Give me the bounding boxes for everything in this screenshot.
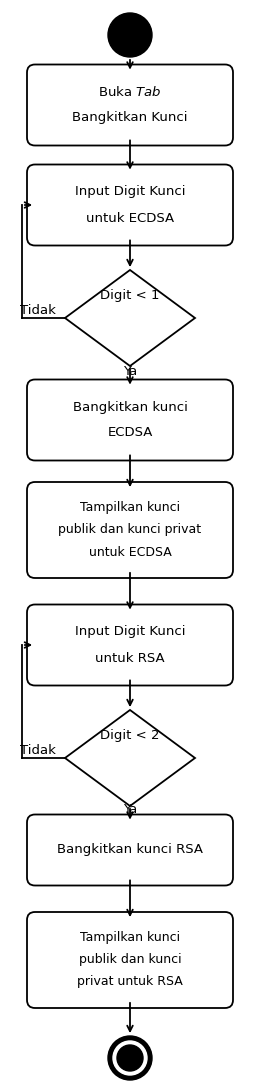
Text: Bangkitkan kunci RSA: Bangkitkan kunci RSA — [57, 844, 203, 857]
FancyBboxPatch shape — [27, 912, 233, 1008]
Text: Bangkitkan Kunci: Bangkitkan Kunci — [72, 111, 188, 124]
FancyBboxPatch shape — [27, 814, 233, 885]
FancyBboxPatch shape — [27, 482, 233, 578]
Polygon shape — [65, 270, 195, 366]
Circle shape — [108, 13, 152, 57]
Text: publik dan kunci privat: publik dan kunci privat — [58, 523, 202, 536]
Text: Digit < 2: Digit < 2 — [100, 728, 160, 741]
Text: Bangkitkan kunci: Bangkitkan kunci — [73, 400, 187, 413]
Text: Input Digit Kunci: Input Digit Kunci — [75, 185, 185, 198]
Circle shape — [108, 1036, 152, 1080]
Polygon shape — [65, 710, 195, 806]
FancyBboxPatch shape — [27, 64, 233, 145]
Text: Ya: Ya — [123, 802, 137, 815]
Circle shape — [117, 1045, 143, 1071]
Text: Tidak: Tidak — [20, 743, 56, 756]
Text: privat untuk RSA: privat untuk RSA — [77, 976, 183, 989]
Text: Ya: Ya — [123, 365, 137, 378]
Text: Buka $\it{Tab}$: Buka $\it{Tab}$ — [98, 85, 162, 99]
Text: ECDSA: ECDSA — [107, 426, 153, 439]
Text: Input Digit Kunci: Input Digit Kunci — [75, 626, 185, 639]
Text: untuk RSA: untuk RSA — [95, 652, 165, 665]
Text: untuk ECDSA: untuk ECDSA — [86, 211, 174, 225]
Circle shape — [113, 1041, 147, 1075]
Text: untuk ECDSA: untuk ECDSA — [89, 545, 171, 558]
Text: Tampilkan kunci: Tampilkan kunci — [80, 932, 180, 945]
Text: Tidak: Tidak — [20, 303, 56, 316]
Text: Tampilkan kunci: Tampilkan kunci — [80, 501, 180, 514]
Text: publik dan kunci: publik dan kunci — [79, 954, 181, 967]
FancyBboxPatch shape — [27, 605, 233, 686]
Text: Digit < 1: Digit < 1 — [100, 289, 160, 302]
FancyBboxPatch shape — [27, 379, 233, 460]
FancyBboxPatch shape — [27, 165, 233, 245]
